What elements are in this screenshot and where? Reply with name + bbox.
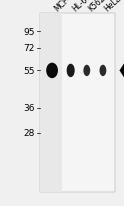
Bar [40, 14, 62, 192]
Ellipse shape [83, 66, 90, 77]
Text: 72: 72 [23, 44, 35, 53]
Ellipse shape [46, 63, 58, 79]
Text: 28: 28 [23, 128, 35, 137]
Text: 95: 95 [23, 27, 35, 36]
Bar [40, 14, 115, 192]
Ellipse shape [99, 66, 106, 77]
Text: 55: 55 [23, 67, 35, 76]
Text: HeLa: HeLa [103, 0, 123, 13]
Text: MCF-7: MCF-7 [52, 0, 76, 13]
Text: HL-60: HL-60 [71, 0, 93, 13]
Text: 36: 36 [23, 104, 35, 113]
Text: K562: K562 [87, 0, 107, 13]
Ellipse shape [67, 64, 75, 78]
Polygon shape [120, 61, 124, 81]
